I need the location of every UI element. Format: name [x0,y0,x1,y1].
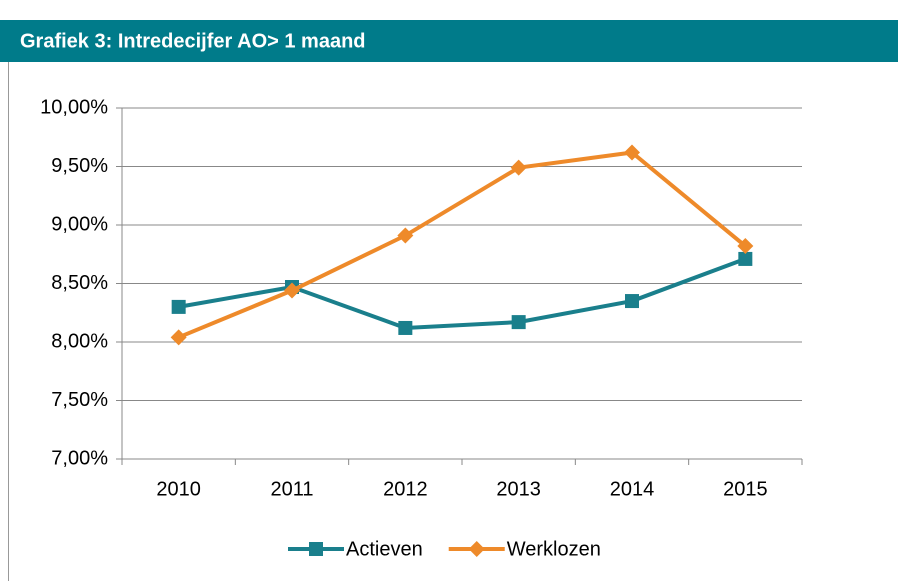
data-point [397,227,414,244]
y-tick-label: 7,00% [51,447,108,469]
y-tick-label: 8,50% [51,272,108,294]
series-line [178,257,747,330]
data-point [737,238,754,255]
x-tick-label: 2013 [496,478,541,500]
legend-marker [309,542,323,556]
x-tick-label: 2012 [383,478,428,500]
y-tick-label: 9,50% [51,155,108,177]
y-tick-label: 10,00% [40,96,108,118]
data-point [624,144,640,161]
y-tick-label: 8,00% [51,330,108,352]
chart-title: Grafiek 3: Intredecijfer AO> 1 maand [20,30,366,52]
y-tick-label: 7,50% [51,389,108,411]
legend-label: Werklozen [507,538,601,560]
header-bar [0,20,898,62]
data-point [284,282,300,299]
data-point [398,320,413,335]
x-tick-label: 2015 [723,478,768,500]
x-tick-label: 2011 [270,478,313,500]
data-point [170,329,187,346]
data-point [625,294,639,309]
series-line [177,150,747,340]
legend-label: Actieven [346,538,423,560]
y-tick-label: 9,00% [51,213,108,235]
x-tick-label: 2010 [156,478,201,500]
data-point [511,315,526,330]
legend-marker [468,541,485,557]
data-point [510,159,527,176]
x-tick-label: 2014 [610,478,655,500]
data-point [171,299,186,314]
data-point [738,251,753,266]
